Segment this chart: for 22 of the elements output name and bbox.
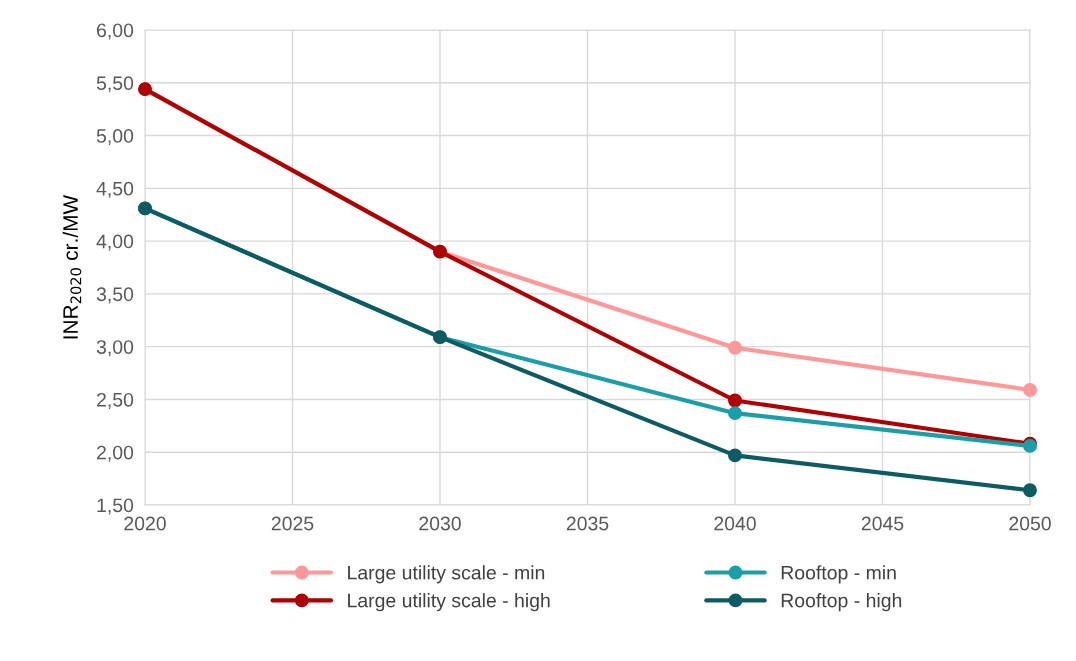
y-tick-label: 3,50: [96, 287, 134, 304]
y-tick-label: 5,50: [96, 76, 134, 93]
x-tick-label: 2035: [566, 516, 609, 531]
x-tick-label: 2025: [271, 516, 314, 531]
x-tick-label: 2030: [419, 516, 461, 531]
y-tick-label: 6,00: [97, 23, 134, 40]
y-tick-label: 2,00: [97, 445, 134, 462]
x-tick-label: 2020: [124, 516, 166, 531]
x-tick-label: 2040: [714, 516, 756, 531]
y-tick-label: 5,00: [96, 129, 134, 146]
y-tick-label: 2,50: [97, 392, 134, 409]
legend-label: Large utility scale - high: [348, 593, 550, 612]
y-tick-label: 3,00: [96, 340, 134, 357]
y-tick-label: 4,50: [96, 181, 134, 198]
y-axis-title: INR$_{2020}$ cr./MW: [62, 194, 82, 339]
y-tick-label: 4,00: [96, 234, 134, 251]
legend-label: Rooftop - min: [781, 565, 896, 584]
x-tick-label: 2050: [1009, 516, 1051, 531]
x-tick-label: 2045: [861, 516, 904, 531]
legend-label: Large utility scale - min: [348, 565, 545, 584]
y-tick-label: 1,50: [97, 498, 134, 515]
legend-label: Rooftop - high: [781, 593, 902, 612]
